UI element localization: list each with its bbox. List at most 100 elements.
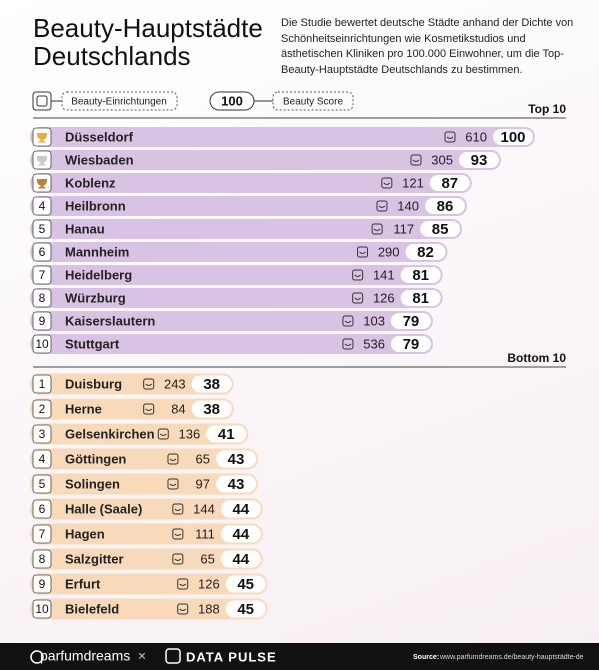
rank-box	[32, 374, 52, 394]
facility-count: 126	[373, 290, 395, 305]
rank: 6	[39, 502, 46, 516]
bar	[30, 242, 448, 262]
city-name: Düsseldorf	[65, 129, 134, 144]
score: 38	[203, 401, 220, 418]
facility-icon-smile	[344, 343, 352, 346]
bar	[30, 173, 472, 193]
facility-count: 84	[171, 401, 185, 416]
facility-count: 290	[378, 244, 400, 259]
score: 87	[441, 175, 458, 192]
score-pill	[405, 244, 446, 260]
rank: 3	[39, 427, 46, 441]
score-pill	[390, 336, 431, 352]
bar	[30, 334, 433, 354]
facility-count: 144	[193, 501, 215, 516]
facility-icon-smile	[179, 608, 187, 611]
facility-count: 97	[196, 476, 210, 491]
score-pill	[220, 525, 261, 543]
score-pill	[390, 313, 431, 329]
section-title: Top 10	[528, 102, 566, 116]
score-pill	[493, 129, 533, 145]
city-name: Hanau	[65, 221, 105, 236]
description: Die Studie bewertet deutsche Städte anha…	[281, 17, 574, 76]
trophy-icon	[37, 133, 47, 143]
facility-count: 536	[363, 336, 385, 351]
city-name: Kaiserslautern	[65, 313, 155, 328]
facility-icon-smile	[169, 483, 177, 486]
facility-count: 111	[195, 526, 215, 541]
facility-icon-smile	[159, 433, 167, 436]
page-title: Beauty-Hauptstädte Deutschlands	[33, 13, 263, 71]
bar	[30, 523, 263, 545]
facility-count: 188	[198, 601, 220, 616]
legend-label: Beauty Score	[283, 97, 343, 108]
score: 79	[403, 336, 420, 353]
city-name: Wiesbaden	[65, 152, 134, 167]
bar	[30, 265, 443, 285]
facility-icon-smile	[383, 182, 391, 185]
rank: 8	[39, 552, 46, 566]
rank-box	[32, 524, 52, 544]
rank-box	[32, 265, 52, 285]
bar	[30, 598, 268, 620]
score: 100	[500, 129, 525, 146]
facility-icon-smile	[179, 583, 187, 586]
bar	[30, 573, 268, 595]
city-name: Herne	[65, 401, 102, 416]
trophy-icon	[37, 179, 47, 189]
trophy-icon	[37, 156, 47, 166]
facility-count: 305	[431, 152, 453, 167]
rank: 9	[39, 577, 46, 591]
score-pill	[225, 600, 266, 618]
bar	[30, 150, 501, 170]
city-name: Stuttgart	[65, 336, 120, 351]
bar	[30, 448, 258, 470]
rank-box	[32, 499, 52, 519]
score-pill	[206, 425, 247, 443]
rank-box	[32, 449, 52, 469]
bar	[30, 219, 463, 239]
rank: 9	[39, 314, 46, 328]
footer-separator: ×	[138, 648, 146, 664]
facility-count: 121	[402, 175, 424, 190]
facility-icon	[177, 603, 189, 615]
facility-icon-smile	[145, 383, 153, 386]
facility-icon-smile	[373, 228, 381, 231]
city-name: Duisburg	[65, 376, 122, 391]
score: 93	[471, 152, 488, 169]
rank: 4	[39, 199, 46, 213]
score-pill	[220, 500, 261, 518]
logo-mark	[30, 650, 44, 664]
facility-icon-smile	[174, 558, 182, 561]
score-pill	[400, 290, 441, 306]
score: 81	[412, 290, 429, 307]
facility-icon	[167, 478, 179, 490]
facility-icon	[381, 177, 393, 189]
footer-brand: parfumdreams	[40, 648, 130, 664]
facility-icon-smile	[354, 274, 362, 277]
score-pill	[225, 575, 266, 593]
score: 86	[437, 198, 454, 215]
facility-count: 103	[363, 313, 385, 328]
city-name: Gelsenkirchen	[65, 426, 155, 441]
bar	[30, 498, 263, 520]
facility-icon	[357, 246, 369, 258]
city-name: Göttingen	[65, 451, 126, 466]
score-pill	[220, 550, 261, 568]
rank-box	[32, 599, 52, 619]
rank: 1	[39, 377, 46, 391]
bar	[30, 127, 535, 147]
city-name: Heidelberg	[65, 267, 132, 282]
score: 41	[218, 426, 235, 443]
source-url: www.parfumdreams.de/beauty-hauptstädte-d…	[439, 654, 584, 661]
facility-icon	[352, 292, 364, 304]
facility-icon-smile	[446, 136, 454, 139]
score-pill	[424, 198, 465, 214]
rank-box	[32, 474, 52, 494]
facility-count: 117	[393, 221, 414, 236]
rank-box	[32, 196, 52, 216]
city-name: Würzburg	[65, 290, 126, 305]
rank-box	[32, 334, 52, 354]
bar	[30, 311, 433, 331]
legend-icon-box	[32, 91, 52, 111]
